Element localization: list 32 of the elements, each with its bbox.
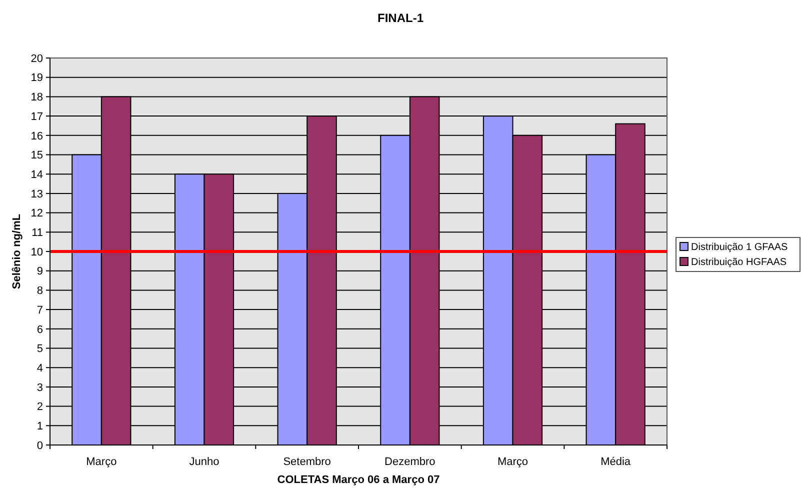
y-tick-label: 8 <box>36 285 43 298</box>
y-tick-label: 14 <box>30 168 43 181</box>
x-tick-label: Junho <box>189 456 220 468</box>
y-tick-label: 11 <box>32 227 43 239</box>
y-tick-label: 20 <box>30 52 43 65</box>
x-tick-label: Setembro <box>283 456 331 468</box>
y-tick-label: 10 <box>30 246 43 258</box>
y-tick-label: 18 <box>30 92 43 104</box>
x-tick-label: Março <box>497 456 528 468</box>
y-tick-label: 9 <box>36 266 43 278</box>
y-tick-label: 19 <box>30 72 43 84</box>
x-tick-label: Dezembro <box>384 456 436 468</box>
y-tick-label: 12 <box>30 208 43 220</box>
legend-label: Distribuição 1 GFAAS <box>691 242 788 253</box>
y-tick-label: 2 <box>36 401 43 414</box>
y-tick-label: 5 <box>36 343 43 356</box>
y-tick-label: 7 <box>36 304 43 316</box>
y-tick-label: 6 <box>36 324 43 336</box>
y-tick-label: 16 <box>30 130 43 142</box>
y-tick-label: 17 <box>30 110 43 123</box>
y-tick-label: 15 <box>30 150 43 162</box>
y-tick-label: 4 <box>36 362 43 374</box>
y-tick-label: 13 <box>30 188 43 200</box>
x-axis-title: COLETAS Março 06 a Março 07 <box>277 474 440 486</box>
chart-title: FINAL-1 <box>378 11 424 25</box>
legend-label: Distribuição HGFAAS <box>691 257 787 268</box>
y-tick-label: 3 <box>36 382 43 394</box>
x-tick-label: Março <box>86 456 117 468</box>
y-axis-title: Selênio ng/mL <box>11 214 23 290</box>
y-tick-label: 0 <box>36 440 43 452</box>
y-tick-label: 1 <box>36 420 43 432</box>
x-tick-label: Média <box>600 456 632 468</box>
